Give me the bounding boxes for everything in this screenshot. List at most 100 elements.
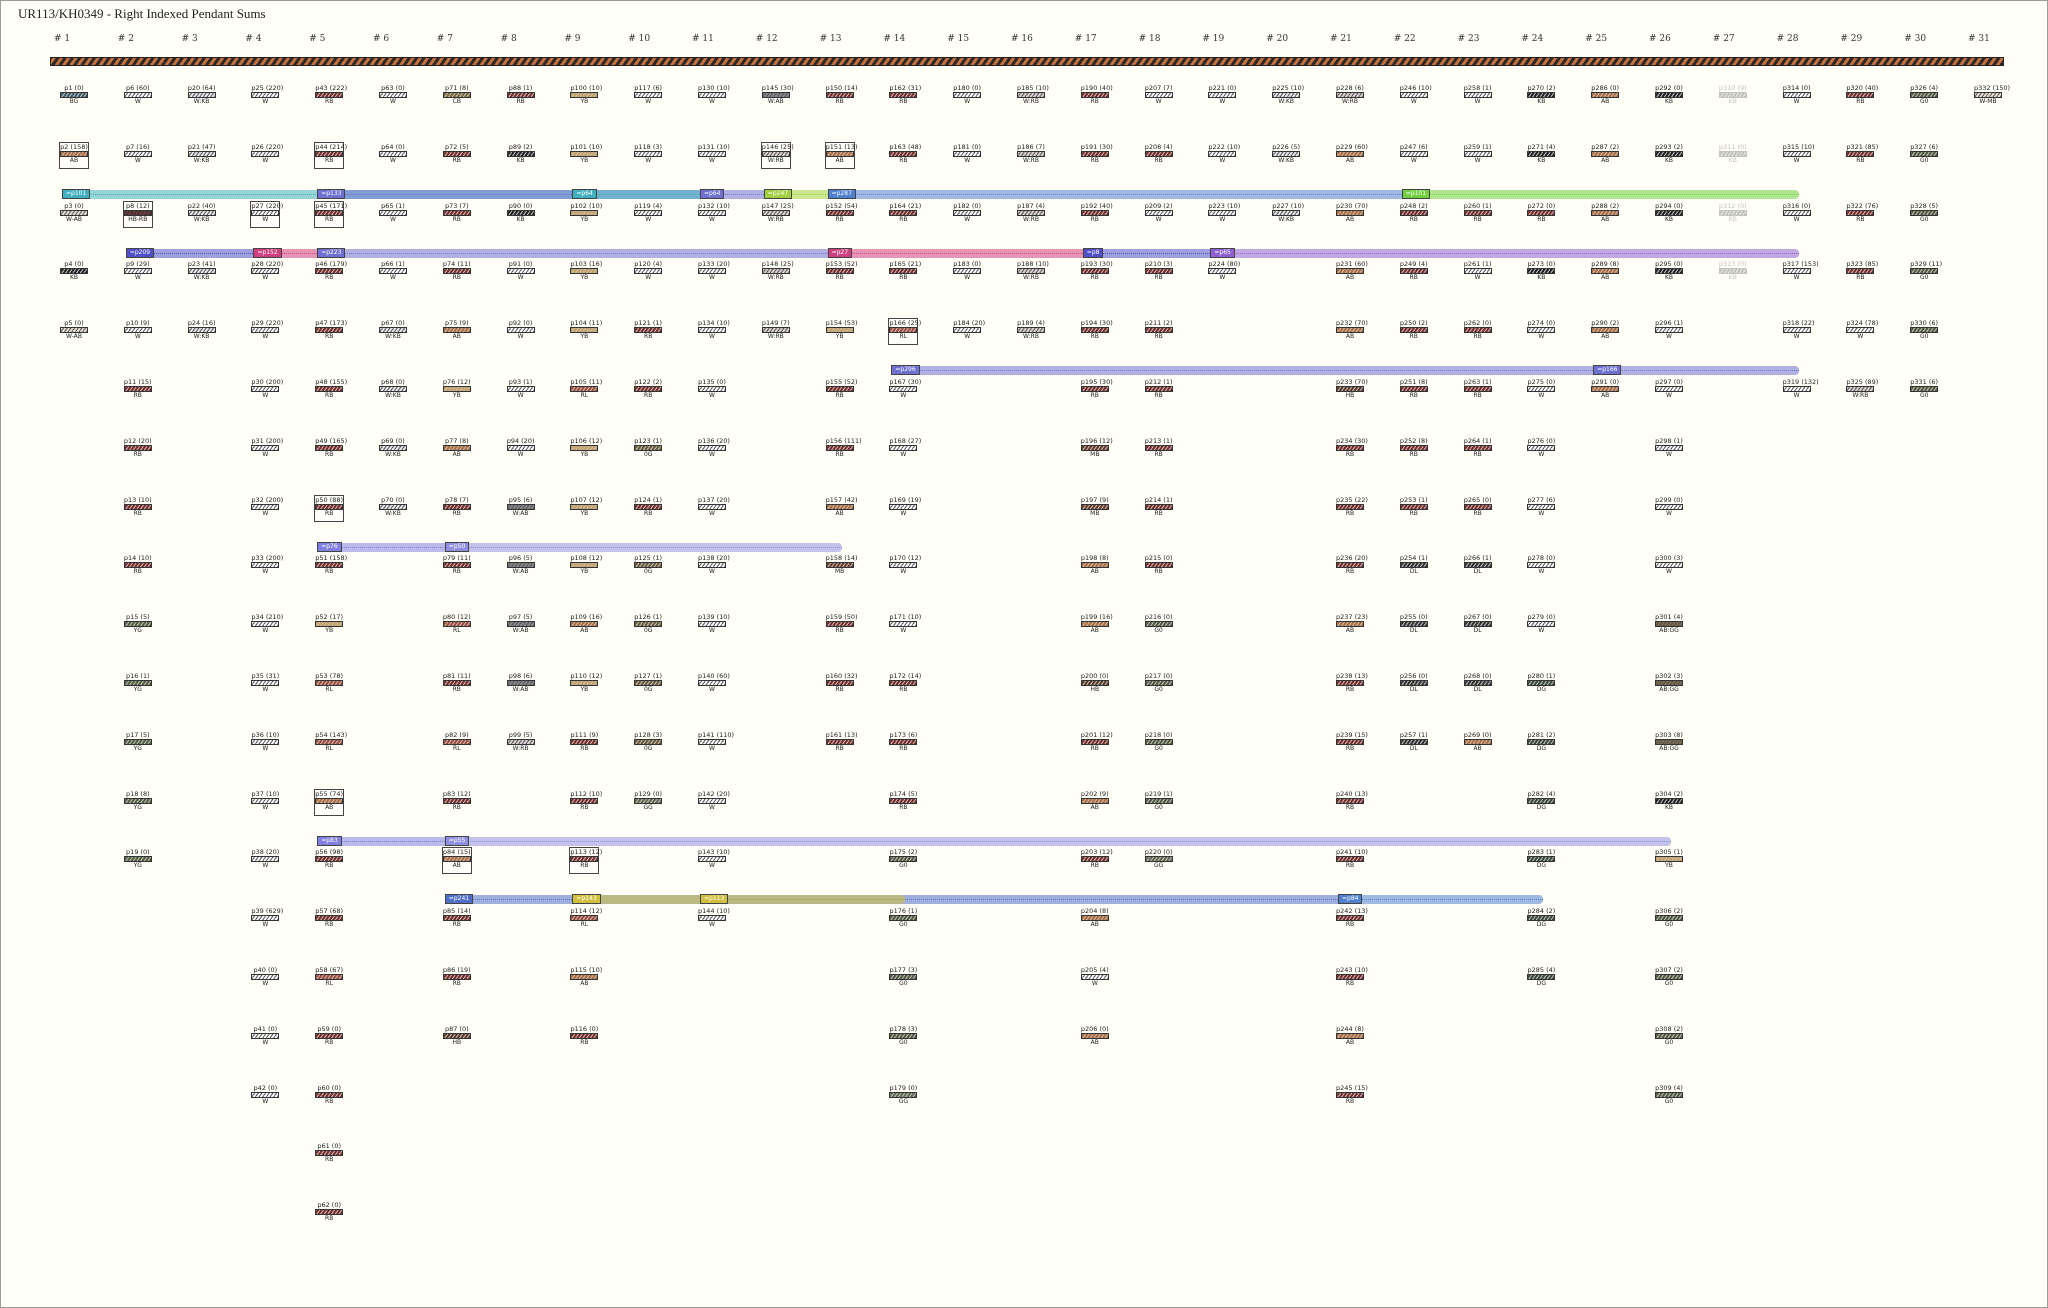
pendant[interactable]: p273 (0) KB: [1527, 260, 1556, 282]
pendant[interactable]: p77 (8) AB: [442, 437, 471, 459]
pendant[interactable]: p243 (10) RB: [1336, 966, 1368, 988]
pendant[interactable]: p142 (20) W: [698, 790, 730, 812]
pendant[interactable]: p90 (0) KB: [506, 202, 535, 224]
pendant[interactable]: p81 (11) RB: [442, 672, 471, 694]
pendant[interactable]: p162 (31) RB: [889, 84, 921, 106]
pendant[interactable]: p64 (0) W: [379, 143, 407, 165]
pendant[interactable]: p169 (19) W: [889, 496, 921, 518]
pendant[interactable]: p204 (8) AB: [1080, 907, 1109, 929]
pendant[interactable]: p176 (1) G0: [889, 907, 918, 929]
pendant[interactable]: p258 (1) W: [1463, 84, 1492, 106]
pendant[interactable]: p139 (10) W: [698, 613, 730, 635]
pendant[interactable]: p43 (222) RB: [315, 84, 347, 106]
pendant[interactable]: p292 (0) KB: [1655, 84, 1683, 106]
pendant[interactable]: p246 (10) W: [1399, 84, 1432, 106]
pendant[interactable]: p275 (0) W: [1527, 378, 1556, 400]
pendant[interactable]: p52 (17) YB: [315, 613, 344, 635]
pendant[interactable]: p237 (23) AB: [1336, 613, 1368, 635]
pendant[interactable]: p125 (1) 0G: [634, 554, 663, 576]
pendant[interactable]: p120 (4) W: [634, 260, 663, 282]
pendant[interactable]: p136 (20) W: [698, 437, 730, 459]
pendant[interactable]: p75 (9) AB: [442, 319, 471, 341]
pendant[interactable]: p178 (3) G0: [889, 1025, 918, 1047]
pendant[interactable]: p23 (41) W:KB: [187, 260, 216, 282]
pendant[interactable]: p318 (22) W: [1782, 319, 1815, 341]
pendant[interactable]: p38 (20) W: [251, 848, 280, 870]
pendant[interactable]: p305 (1) YB: [1655, 848, 1683, 870]
pendant[interactable]: p93 (1) W: [506, 378, 535, 400]
pendant[interactable]: p72 (5) RB: [442, 143, 471, 165]
pendant[interactable]: p314 (0) W: [1782, 84, 1811, 106]
pendant[interactable]: p242 (13) RB: [1336, 907, 1368, 929]
pendant[interactable]: p137 (20) W: [698, 496, 730, 518]
pendant[interactable]: p181 (0) W: [953, 143, 982, 165]
pendant[interactable]: p282 (4) DG: [1527, 790, 1556, 812]
pendant[interactable]: p211 (2) RB: [1144, 319, 1173, 341]
pendant[interactable]: p50 (88) RB: [315, 496, 344, 518]
pendant[interactable]: p276 (0) W: [1527, 437, 1556, 459]
pendant[interactable]: p187 (4) W:RB: [1017, 202, 1045, 224]
pendant[interactable]: p49 (165) RB: [315, 437, 347, 459]
pendant[interactable]: p83 (12) RB: [442, 790, 471, 812]
pendant[interactable]: p267 (0) DL: [1463, 613, 1492, 635]
pendant[interactable]: p130 (10) W: [698, 84, 730, 106]
pendant[interactable]: p196 (12) MB: [1080, 437, 1113, 459]
pendant[interactable]: p119 (4) W: [634, 202, 663, 224]
pendant[interactable]: p160 (32) RB: [825, 672, 858, 694]
pendant[interactable]: p172 (14) RB: [889, 672, 921, 694]
pendant[interactable]: p281 (2) DG: [1527, 731, 1556, 753]
pendant[interactable]: p234 (30) RB: [1336, 437, 1368, 459]
pendant[interactable]: p147 (25) W:RB: [761, 202, 794, 224]
pendant[interactable]: p19 (0) YG: [123, 848, 152, 870]
pendant[interactable]: p186 (7) W:RB: [1017, 143, 1045, 165]
pendant[interactable]: p272 (0) RB: [1527, 202, 1556, 224]
pendant[interactable]: p241 (10) RB: [1336, 848, 1368, 870]
pendant[interactable]: p228 (6) W:RB: [1336, 84, 1364, 106]
pendant[interactable]: p312 (0) KB: [1718, 202, 1747, 224]
pendant[interactable]: p34 (210) W: [251, 613, 283, 635]
pendant[interactable]: p326 (4) G0: [1910, 84, 1939, 106]
pendant[interactable]: p205 (4) W: [1080, 966, 1109, 988]
pendant[interactable]: p127 (1) 0G: [634, 672, 663, 694]
pendant[interactable]: p231 (60) AB: [1336, 260, 1368, 282]
pendant[interactable]: p33 (200) W: [251, 554, 283, 576]
pendant[interactable]: p170 (12) W: [889, 554, 921, 576]
pendant[interactable]: p183 (0) W: [953, 260, 982, 282]
pendant[interactable]: p70 (0) W:KB: [379, 496, 407, 518]
pendant[interactable]: p235 (22) RB: [1336, 496, 1368, 518]
pendant[interactable]: p266 (1) DL: [1463, 554, 1492, 576]
pendant[interactable]: p188 (10) W:RB: [1017, 260, 1049, 282]
pendant[interactable]: p94 (20) W: [506, 437, 535, 459]
pendant[interactable]: p7 (16) W: [123, 143, 152, 165]
pendant[interactable]: p128 (3) 0G: [634, 731, 663, 753]
pendant[interactable]: p14 (10) RB: [123, 554, 152, 576]
pendant[interactable]: p17 (5) YG: [123, 731, 152, 753]
pendant[interactable]: p195 (30) RB: [1080, 378, 1113, 400]
pendant[interactable]: p88 (1) RB: [506, 84, 535, 106]
pendant[interactable]: p26 (220) W: [251, 143, 283, 165]
pendant[interactable]: p307 (2) G0: [1655, 966, 1683, 988]
pendant[interactable]: p104 (11) YB: [570, 319, 602, 341]
pendant[interactable]: p264 (1) RB: [1463, 437, 1492, 459]
pendant[interactable]: p321 (85) RB: [1846, 143, 1878, 165]
pendant[interactable]: p225 (10) W:KB: [1272, 84, 1304, 106]
pendant[interactable]: p233 (70) HB: [1336, 378, 1368, 400]
pendant[interactable]: p69 (0) W:KB: [379, 437, 407, 459]
pendant[interactable]: p223 (10) W: [1208, 202, 1240, 224]
pendant[interactable]: p152 (54) RB: [825, 202, 858, 224]
pendant[interactable]: p153 (52) RB: [825, 260, 858, 282]
pendant[interactable]: p278 (0) W: [1527, 554, 1556, 576]
pendant[interactable]: p164 (21) RB: [889, 202, 921, 224]
pendant[interactable]: p91 (0) W: [506, 260, 535, 282]
pendant[interactable]: p113 (12) RB: [570, 848, 602, 870]
pendant[interactable]: p41 (0) W: [251, 1025, 280, 1047]
pendant[interactable]: p121 (1) RB: [634, 319, 663, 341]
pendant[interactable]: p199 (16) AB: [1080, 613, 1113, 635]
pendant[interactable]: p148 (25) W:RB: [761, 260, 794, 282]
pendant[interactable]: p55 (74) AB: [315, 790, 344, 812]
pendant[interactable]: p218 (0) G0: [1144, 731, 1173, 753]
pendant[interactable]: p111 (9) RB: [570, 731, 599, 753]
pendant[interactable]: p306 (2) G0: [1655, 907, 1683, 929]
pendant[interactable]: p298 (1) W: [1655, 437, 1683, 459]
pendant[interactable]: p133 (20) W: [698, 260, 730, 282]
